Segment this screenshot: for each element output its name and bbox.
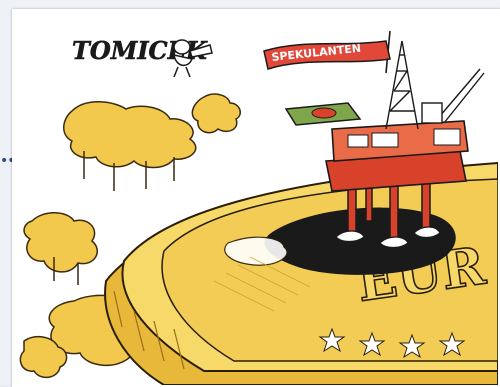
speculators-flag: SPEKULANTEN bbox=[263, 30, 391, 74]
cartoon-image: TOMICEK bbox=[12, 9, 500, 387]
oil-pool bbox=[224, 207, 456, 275]
small-figure-icon bbox=[173, 39, 213, 78]
artist-signature: TOMICEK bbox=[72, 36, 213, 78]
oil-platform bbox=[284, 40, 485, 249]
cartoon-canvas: TOMICEK bbox=[14, 11, 498, 385]
pager-dots-icon[interactable]: •• bbox=[0, 153, 16, 169]
coin-shading bbox=[213, 256, 311, 312]
